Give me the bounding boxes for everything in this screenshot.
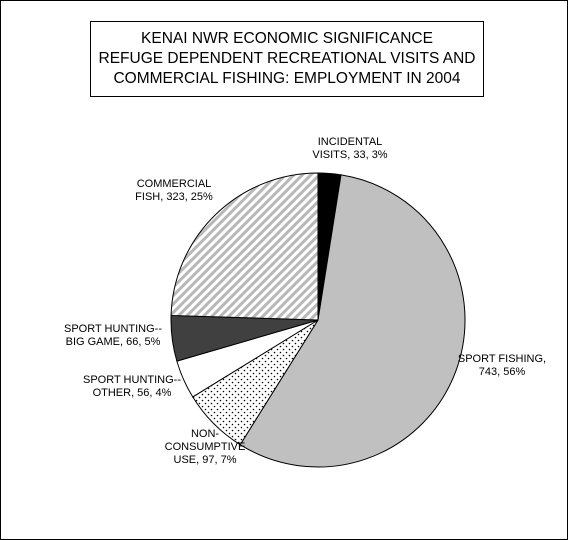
slice-label-sport-hunting-other: SPORT HUNTING--OTHER, 56, 4%: [83, 374, 181, 399]
slice-label-line: COMMERCIAL: [137, 178, 212, 190]
slice-label-line: BIG GAME, 66, 5%: [66, 336, 161, 348]
pie-slice-sport-fishing: [239, 174, 466, 468]
pie-slices: [170, 172, 466, 468]
chart-title-line-3: COMMERCIAL FISHING: EMPLOYMENT IN 2004: [113, 70, 461, 87]
slice-label-sport-fishing: SPORT FISHING, 743, 56%: [458, 353, 546, 378]
slice-label-non-consumptive-use: NON-CONSUMPTIVE USE, 97, 7%: [165, 428, 246, 466]
slice-label-line: OTHER, 56, 4%: [93, 387, 172, 399]
slice-label-line: FISH, 323, 25%: [135, 191, 213, 203]
slice-label-line: VISITS, 33, 3%: [312, 149, 387, 161]
chart-title: KENAI NWR ECONOMIC SIGNIFICANCE REFUGE D…: [90, 21, 484, 97]
slice-label-line: SPORT FISHING,: [458, 353, 546, 365]
chart-title-line-1: KENAI NWR ECONOMIC SIGNIFICANCE: [141, 30, 433, 47]
chart-title-line-2: REFUGE DEPENDENT RECREATIONAL VISITS AND: [98, 50, 476, 67]
slice-label-line: SPORT HUNTING--: [83, 374, 181, 386]
slice-label-line: USE, 97, 7%: [174, 454, 237, 466]
slice-label-line: CONSUMPTIVE: [165, 441, 246, 453]
slice-label-line: 743, 56%: [479, 366, 526, 378]
slice-label-sport-hunting-big-game: SPORT HUNTING--BIG GAME, 66, 5%: [64, 323, 162, 348]
slice-label-incidental-visits: INCIDENTAL VISITS, 33, 3%: [312, 136, 387, 161]
slice-label-line: INCIDENTAL: [318, 136, 383, 148]
slice-label-line: NON-: [191, 428, 219, 440]
slice-label-commercial-fish: COMMERCIAL FISH, 323, 25%: [135, 178, 213, 203]
pie-slice-commercial-fish: [170, 172, 319, 321]
pie-labels: INCIDENTAL VISITS, 33, 3% SPORT FISHING, 74…: [64, 136, 546, 466]
slice-label-line: SPORT HUNTING--: [64, 323, 162, 335]
